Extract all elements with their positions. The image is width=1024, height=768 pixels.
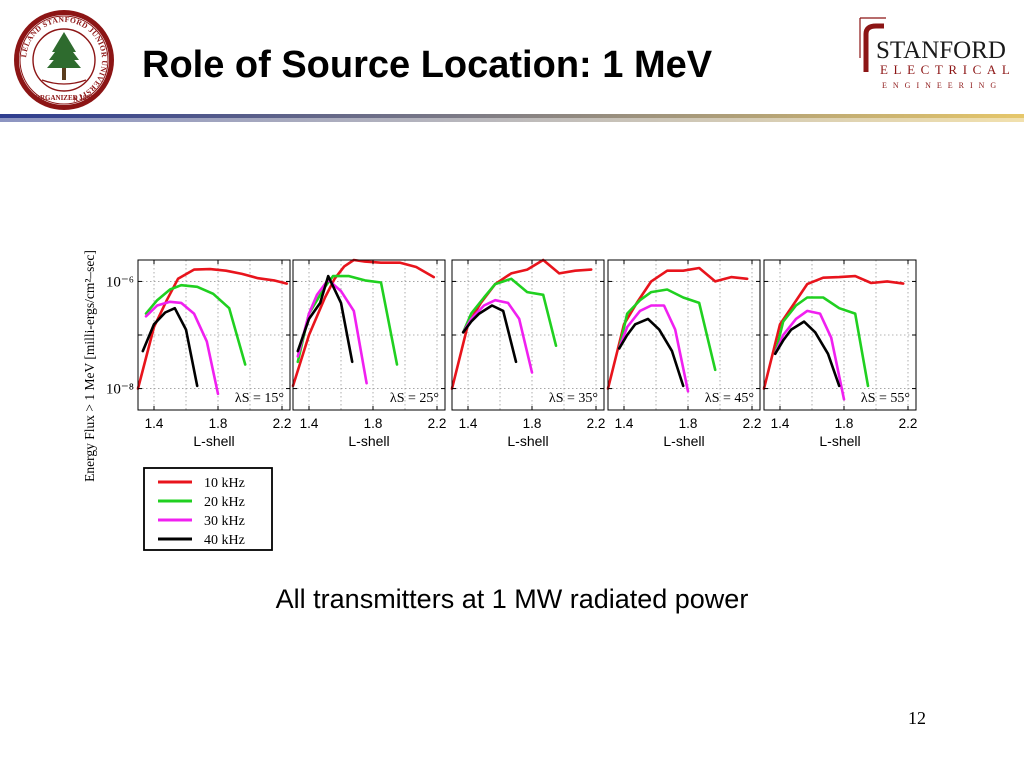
series-line-20-khz bbox=[617, 288, 717, 372]
legend-label: 30 kHz bbox=[204, 514, 245, 529]
x-tick-label: 1.8 bbox=[209, 416, 228, 431]
slide-title: Role of Source Location: 1 MeV bbox=[142, 44, 713, 86]
series-line-10-khz bbox=[450, 258, 593, 390]
logo-line-engineering: ENGINEERING bbox=[882, 81, 1002, 90]
energy-flux-figure: 1.4 1.8 2.2 L-shell λS = 15° 1.4 1.8 2.2 L-shell… bbox=[82, 250, 918, 551]
x-tick-label: 1.4 bbox=[771, 416, 790, 431]
x-tick-label: 1.8 bbox=[364, 416, 383, 431]
series-line-10-khz bbox=[136, 267, 289, 390]
panel-label: λS = 55° bbox=[861, 391, 910, 406]
x-tick-label: 2.2 bbox=[743, 416, 762, 431]
x-axis-label: L-shell bbox=[193, 433, 234, 449]
logo-line-stanford: STANFORD bbox=[876, 37, 1006, 64]
x-tick-label: 1.8 bbox=[679, 416, 698, 431]
series-line-10-khz bbox=[606, 266, 749, 390]
page-number: 12 bbox=[908, 708, 926, 728]
header-gradient-bar bbox=[0, 114, 1024, 122]
series-line-20-khz bbox=[773, 296, 870, 388]
stanford-seal-logo: LELAND STANFORD JUNIOR UNIVERSITY ORGANI… bbox=[14, 10, 114, 110]
x-axis-label: L-shell bbox=[663, 433, 704, 449]
x-tick-label: 2.2 bbox=[899, 416, 918, 431]
legend-label: 20 kHz bbox=[204, 495, 245, 510]
x-tick-label: 2.2 bbox=[428, 416, 447, 431]
x-axis-label: L-shell bbox=[507, 433, 548, 449]
x-tick-label: 2.2 bbox=[587, 416, 606, 431]
x-axis-label: L-shell bbox=[819, 433, 860, 449]
x-tick-label: 1.4 bbox=[459, 416, 478, 431]
x-tick-label: 1.4 bbox=[615, 416, 634, 431]
legend-label: 10 kHz bbox=[204, 476, 245, 491]
series-line-30-khz bbox=[461, 298, 534, 374]
x-tick-label: 1.8 bbox=[523, 416, 542, 431]
series-line-40-khz bbox=[461, 304, 518, 364]
x-tick-label: 1.8 bbox=[835, 416, 854, 431]
series-line-20-khz bbox=[461, 277, 558, 347]
panel-label: λS = 35° bbox=[549, 391, 598, 406]
seal-bottom-text: ORGANIZED 1891 bbox=[35, 94, 94, 102]
x-tick-label: 2.2 bbox=[273, 416, 292, 431]
logo-line-electrical: ELECTRICAL bbox=[880, 62, 1015, 77]
slide-caption: All transmitters at 1 MW radiated power bbox=[275, 584, 749, 614]
stanford-ee-logo: STANFORD ELECTRICAL ENGINEERING bbox=[859, 17, 1015, 90]
series-line-40-khz bbox=[773, 320, 841, 388]
series-line-20-khz bbox=[144, 283, 247, 366]
series-line-40-khz bbox=[296, 274, 354, 364]
panel-label: λS = 25° bbox=[390, 391, 439, 406]
y-axis-label: Energy Flux > 1 MeV [milli-ergs/cm²–sec] bbox=[82, 250, 97, 482]
y-tick-label: 10⁻⁶ bbox=[106, 274, 134, 290]
panel-label: λS = 15° bbox=[235, 391, 284, 406]
panel-label: λS = 45° bbox=[705, 391, 754, 406]
series-line-10-khz bbox=[762, 274, 905, 390]
tree-icon bbox=[47, 32, 81, 80]
x-tick-label: 1.4 bbox=[145, 416, 164, 431]
series-line-20-khz bbox=[296, 274, 399, 366]
series-line-30-khz bbox=[773, 309, 846, 401]
legend-label: 40 kHz bbox=[204, 533, 245, 548]
series-line-30-khz bbox=[144, 300, 220, 396]
series-line-30-khz bbox=[617, 304, 690, 393]
series-line-40-khz bbox=[141, 306, 199, 388]
series-line-30-khz bbox=[296, 278, 368, 385]
x-tick-label: 1.4 bbox=[300, 416, 319, 431]
y-tick-label: 10⁻⁸ bbox=[106, 382, 134, 398]
series-line-40-khz bbox=[617, 317, 685, 388]
x-axis-label: L-shell bbox=[348, 433, 389, 449]
